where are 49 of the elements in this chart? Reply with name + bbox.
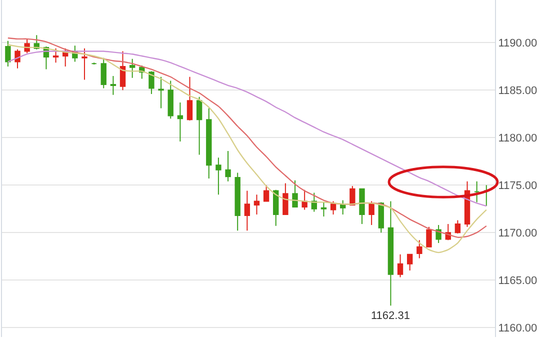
candlestick [129,58,136,78]
candlestick [263,184,270,202]
candlestick [406,254,413,272]
candlestick [378,202,384,234]
candlestick [148,70,154,94]
y-tick-label: 1180.00 [498,132,538,144]
candlestick [340,200,346,216]
candlestick [292,180,298,208]
candlestick [168,80,174,120]
candlestick [234,172,240,232]
candlestick [397,254,404,278]
candlestick [100,57,106,89]
candlestick [474,180,480,203]
candlestick [330,200,336,216]
candlestick [282,182,288,216]
candlestick [225,150,231,182]
candlestick [320,202,327,217]
line-series [7,50,487,207]
candlestick [120,50,126,91]
y-tick-label: 1185.00 [498,85,538,98]
candlestick [5,40,11,67]
candlestick [244,190,250,232]
y-tick-label: 1160.00 [498,322,538,334]
candlestick [416,240,422,259]
y-tick-label: 1165.00 [498,274,538,287]
candlestick [254,194,260,216]
y-tick-label: 1170.00 [498,227,538,240]
candlestick [158,76,164,109]
candlestick [216,157,222,196]
y-tick-label: 1175.00 [498,180,538,192]
candlestick [82,48,88,80]
candlestick [177,102,184,142]
candlestick [196,96,202,156]
candlestick [359,188,365,225]
candlestick [350,186,356,206]
y-tick-label: 1190.00 [498,38,538,50]
candlestick [302,189,308,210]
candlestick [206,108,212,179]
annotation: 1162.31 [371,310,410,322]
candlestick [14,48,20,69]
candlestick [426,226,432,248]
candlestick [52,48,59,64]
candlestick [368,200,374,226]
candlestick [110,75,116,96]
candlestick [186,76,193,122]
candlestick [91,62,97,66]
candlestick [273,189,279,226]
candlestick [388,200,394,306]
candlestick [454,220,461,234]
